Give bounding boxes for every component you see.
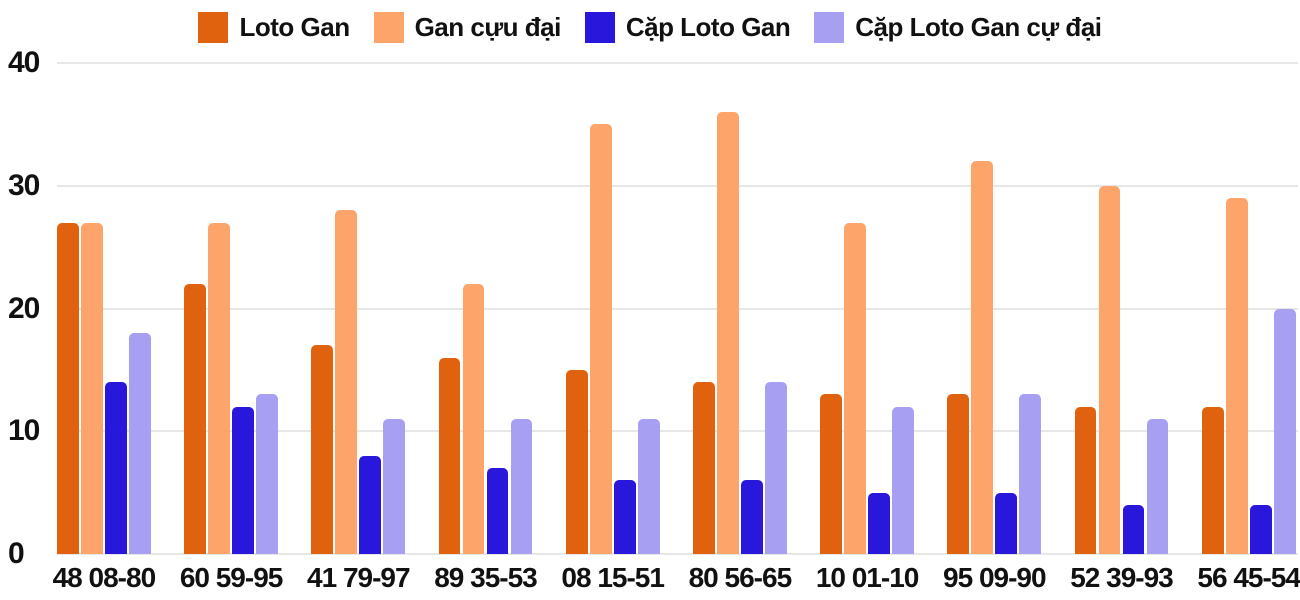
bar-gan-cuu-ai[interactable]: [589, 124, 612, 554]
legend-item-gan-cuu-ai[interactable]: Gan cựu đại: [373, 12, 562, 43]
bar-cap-loto-gan-cu-ai[interactable]: [1146, 418, 1169, 554]
x-axis-category-label: 10 01-10: [815, 562, 920, 593]
y-axis-tick-label: 0: [8, 537, 25, 570]
bar-cap-loto-gan[interactable]: [486, 468, 509, 554]
bar-cap-loto-gan[interactable]: [868, 492, 890, 554]
bar-loto-gan[interactable]: [565, 369, 588, 554]
x-axis-category-label: 56 45-54: [1197, 562, 1300, 593]
y-axis-tick-label: 10: [8, 414, 40, 448]
bar-loto-gan[interactable]: [947, 394, 970, 554]
bar-gan-cuu-ai[interactable]: [1225, 198, 1248, 554]
bar-cap-loto-gan-cu-ai[interactable]: [892, 406, 914, 554]
bar-cap-loto-gan-cu-ai[interactable]: [383, 418, 406, 554]
gridline-y10: [57, 430, 1298, 433]
x-axis-category-label: 80 56-65: [688, 562, 793, 593]
legend-label: Gan cựu đại: [414, 12, 562, 42]
bar-cap-loto-gan-cu-ai[interactable]: [1273, 308, 1296, 554]
legend-item-loto-gan[interactable]: Loto Gan: [198, 12, 350, 43]
bar-gan-cuu-ai[interactable]: [844, 222, 866, 554]
bar-cap-loto-gan[interactable]: [1122, 504, 1145, 554]
gridline-y40: [57, 62, 1298, 64]
bar-cap-loto-gan-cu-ai[interactable]: [1019, 394, 1042, 554]
legend-swatch-icon: [584, 12, 615, 43]
y-axis-tick-label: 40: [8, 46, 40, 79]
x-axis-category-label: 41 79-97: [307, 562, 411, 593]
gridline-y0: [57, 553, 1298, 555]
bar-cap-loto-gan-cu-ai[interactable]: [765, 382, 787, 554]
bar-cap-loto-gan[interactable]: [613, 480, 636, 554]
gridline-y20: [57, 307, 1298, 310]
x-axis-category-label: 89 35-53: [434, 562, 538, 593]
x-axis-category-label: 52 39-93: [1070, 562, 1174, 593]
bar-cap-loto-gan-cu-ai[interactable]: [129, 333, 151, 554]
bar-loto-gan[interactable]: [820, 394, 842, 554]
bar-gan-cuu-ai[interactable]: [335, 210, 358, 554]
legend-label: Cặp Loto Gan: [625, 12, 791, 42]
bar-loto-gan[interactable]: [57, 222, 79, 554]
x-axis-category-label: 60 59-95: [179, 562, 284, 593]
bar-gan-cuu-ai[interactable]: [81, 222, 103, 554]
y-axis-tick-label: 30: [8, 168, 40, 202]
legend-label: Cặp Loto Gan cự đại: [855, 12, 1102, 42]
bar-gan-cuu-ai[interactable]: [971, 161, 994, 554]
x-axis-category-label: 95 09-90: [943, 562, 1047, 593]
bar-cap-loto-gan[interactable]: [105, 382, 127, 554]
bar-loto-gan[interactable]: [1201, 406, 1224, 554]
bar-gan-cuu-ai[interactable]: [462, 283, 485, 554]
bar-gan-cuu-ai[interactable]: [717, 112, 739, 554]
bar-cap-loto-gan[interactable]: [741, 480, 763, 554]
bar-loto-gan[interactable]: [311, 345, 334, 554]
x-axis-category-label: 48 08-80: [52, 562, 157, 593]
bar-loto-gan[interactable]: [1074, 406, 1097, 554]
legend-swatch-icon: [373, 12, 404, 43]
x-axis-category-label: 08 15-51: [561, 562, 665, 593]
bar-cap-loto-gan[interactable]: [1249, 504, 1272, 554]
bar-cap-loto-gan[interactable]: [995, 492, 1018, 554]
y-axis-tick-label: 20: [8, 291, 40, 325]
bar-cap-loto-gan-cu-ai[interactable]: [510, 418, 533, 554]
legend-item-cap-loto-gan-cu-ai[interactable]: Cặp Loto Gan cự đại: [814, 12, 1102, 43]
legend-swatch-icon: [814, 12, 845, 43]
bar-cap-loto-gan[interactable]: [232, 406, 254, 554]
chart-legend: Loto Gan Gan cựu đại Cặp Loto Gan Cặp Loto …: [0, 12, 1300, 43]
bar-loto-gan[interactable]: [693, 382, 715, 554]
gridline-y30: [57, 184, 1298, 187]
bar-cap-loto-gan[interactable]: [359, 455, 382, 554]
bar-loto-gan[interactable]: [184, 283, 206, 554]
legend-item-cap-loto-gan[interactable]: Cặp Loto Gan: [584, 12, 791, 43]
bar-loto-gan[interactable]: [438, 357, 461, 554]
bar-cap-loto-gan-cu-ai[interactable]: [637, 418, 660, 554]
bar-cap-loto-gan-cu-ai[interactable]: [256, 394, 278, 554]
bar-gan-cuu-ai[interactable]: [1098, 185, 1121, 554]
legend-label: Loto Gan: [239, 12, 350, 42]
legend-swatch-icon: [198, 12, 229, 43]
bar-gan-cuu-ai[interactable]: [208, 222, 230, 554]
